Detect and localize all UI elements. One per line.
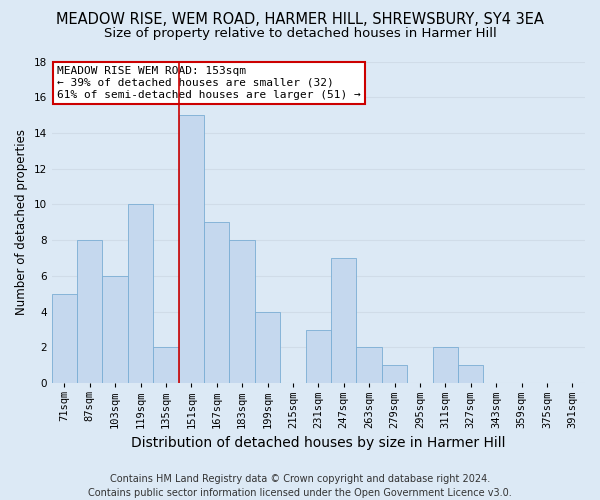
Bar xyxy=(128,204,153,383)
Bar xyxy=(356,348,382,383)
Bar xyxy=(305,330,331,383)
Bar xyxy=(382,366,407,383)
Bar xyxy=(103,276,128,383)
Text: MEADOW RISE WEM ROAD: 153sqm
← 39% of detached houses are smaller (32)
61% of se: MEADOW RISE WEM ROAD: 153sqm ← 39% of de… xyxy=(57,66,361,100)
Bar xyxy=(433,348,458,383)
Bar xyxy=(331,258,356,383)
Text: Size of property relative to detached houses in Harmer Hill: Size of property relative to detached ho… xyxy=(104,28,496,40)
Bar xyxy=(204,222,229,383)
Bar xyxy=(52,294,77,383)
Text: MEADOW RISE, WEM ROAD, HARMER HILL, SHREWSBURY, SY4 3EA: MEADOW RISE, WEM ROAD, HARMER HILL, SHRE… xyxy=(56,12,544,28)
Bar xyxy=(229,240,255,383)
Y-axis label: Number of detached properties: Number of detached properties xyxy=(15,130,28,316)
X-axis label: Distribution of detached houses by size in Harmer Hill: Distribution of detached houses by size … xyxy=(131,436,506,450)
Bar xyxy=(77,240,103,383)
Bar xyxy=(179,115,204,383)
Bar xyxy=(255,312,280,383)
Bar xyxy=(458,366,484,383)
Text: Contains HM Land Registry data © Crown copyright and database right 2024.
Contai: Contains HM Land Registry data © Crown c… xyxy=(88,474,512,498)
Bar xyxy=(153,348,179,383)
